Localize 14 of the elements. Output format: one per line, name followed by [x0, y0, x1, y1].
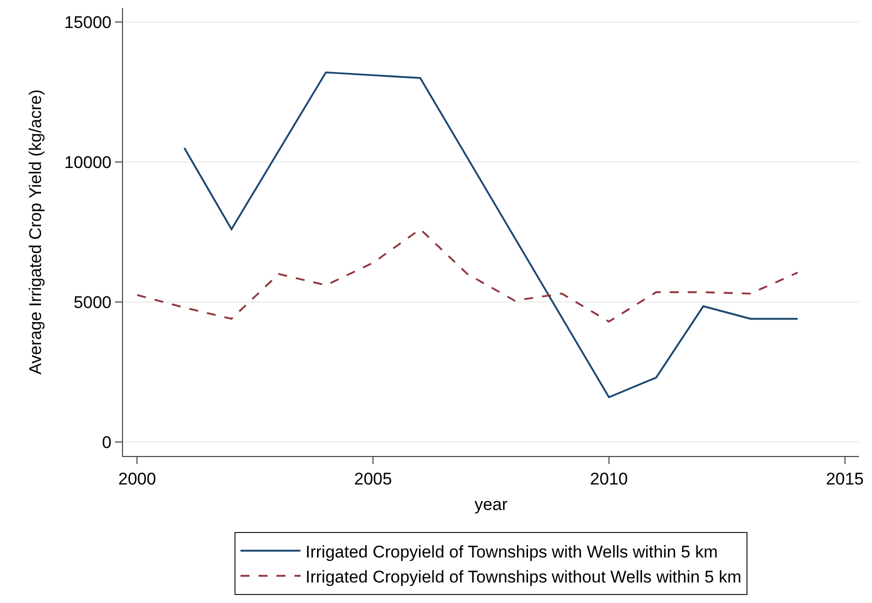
x-axis-title: year: [474, 494, 508, 514]
y-axis-title: Average Irrigated Crop Yield (kg/acre): [26, 89, 45, 375]
y-tick-label: 5000: [74, 292, 112, 312]
line-series: [136, 228, 799, 322]
line-series: [183, 72, 799, 398]
y-tick-label: 10000: [64, 152, 112, 172]
x-tick-label: 2000: [118, 470, 156, 488]
legend-label: Irrigated Cropyield of Townships without Wells within 5 km: [306, 567, 742, 586]
legend-label: Irrigated Cropyield of Townships with Wells within 5 km: [306, 542, 718, 562]
y-tick-label: 0: [102, 432, 112, 452]
x-tick-label: 2015: [826, 470, 864, 488]
x-tick-label: 2010: [590, 470, 628, 488]
x-tick-label: 2005: [354, 470, 392, 488]
y-tick-label: 15000: [64, 12, 112, 32]
